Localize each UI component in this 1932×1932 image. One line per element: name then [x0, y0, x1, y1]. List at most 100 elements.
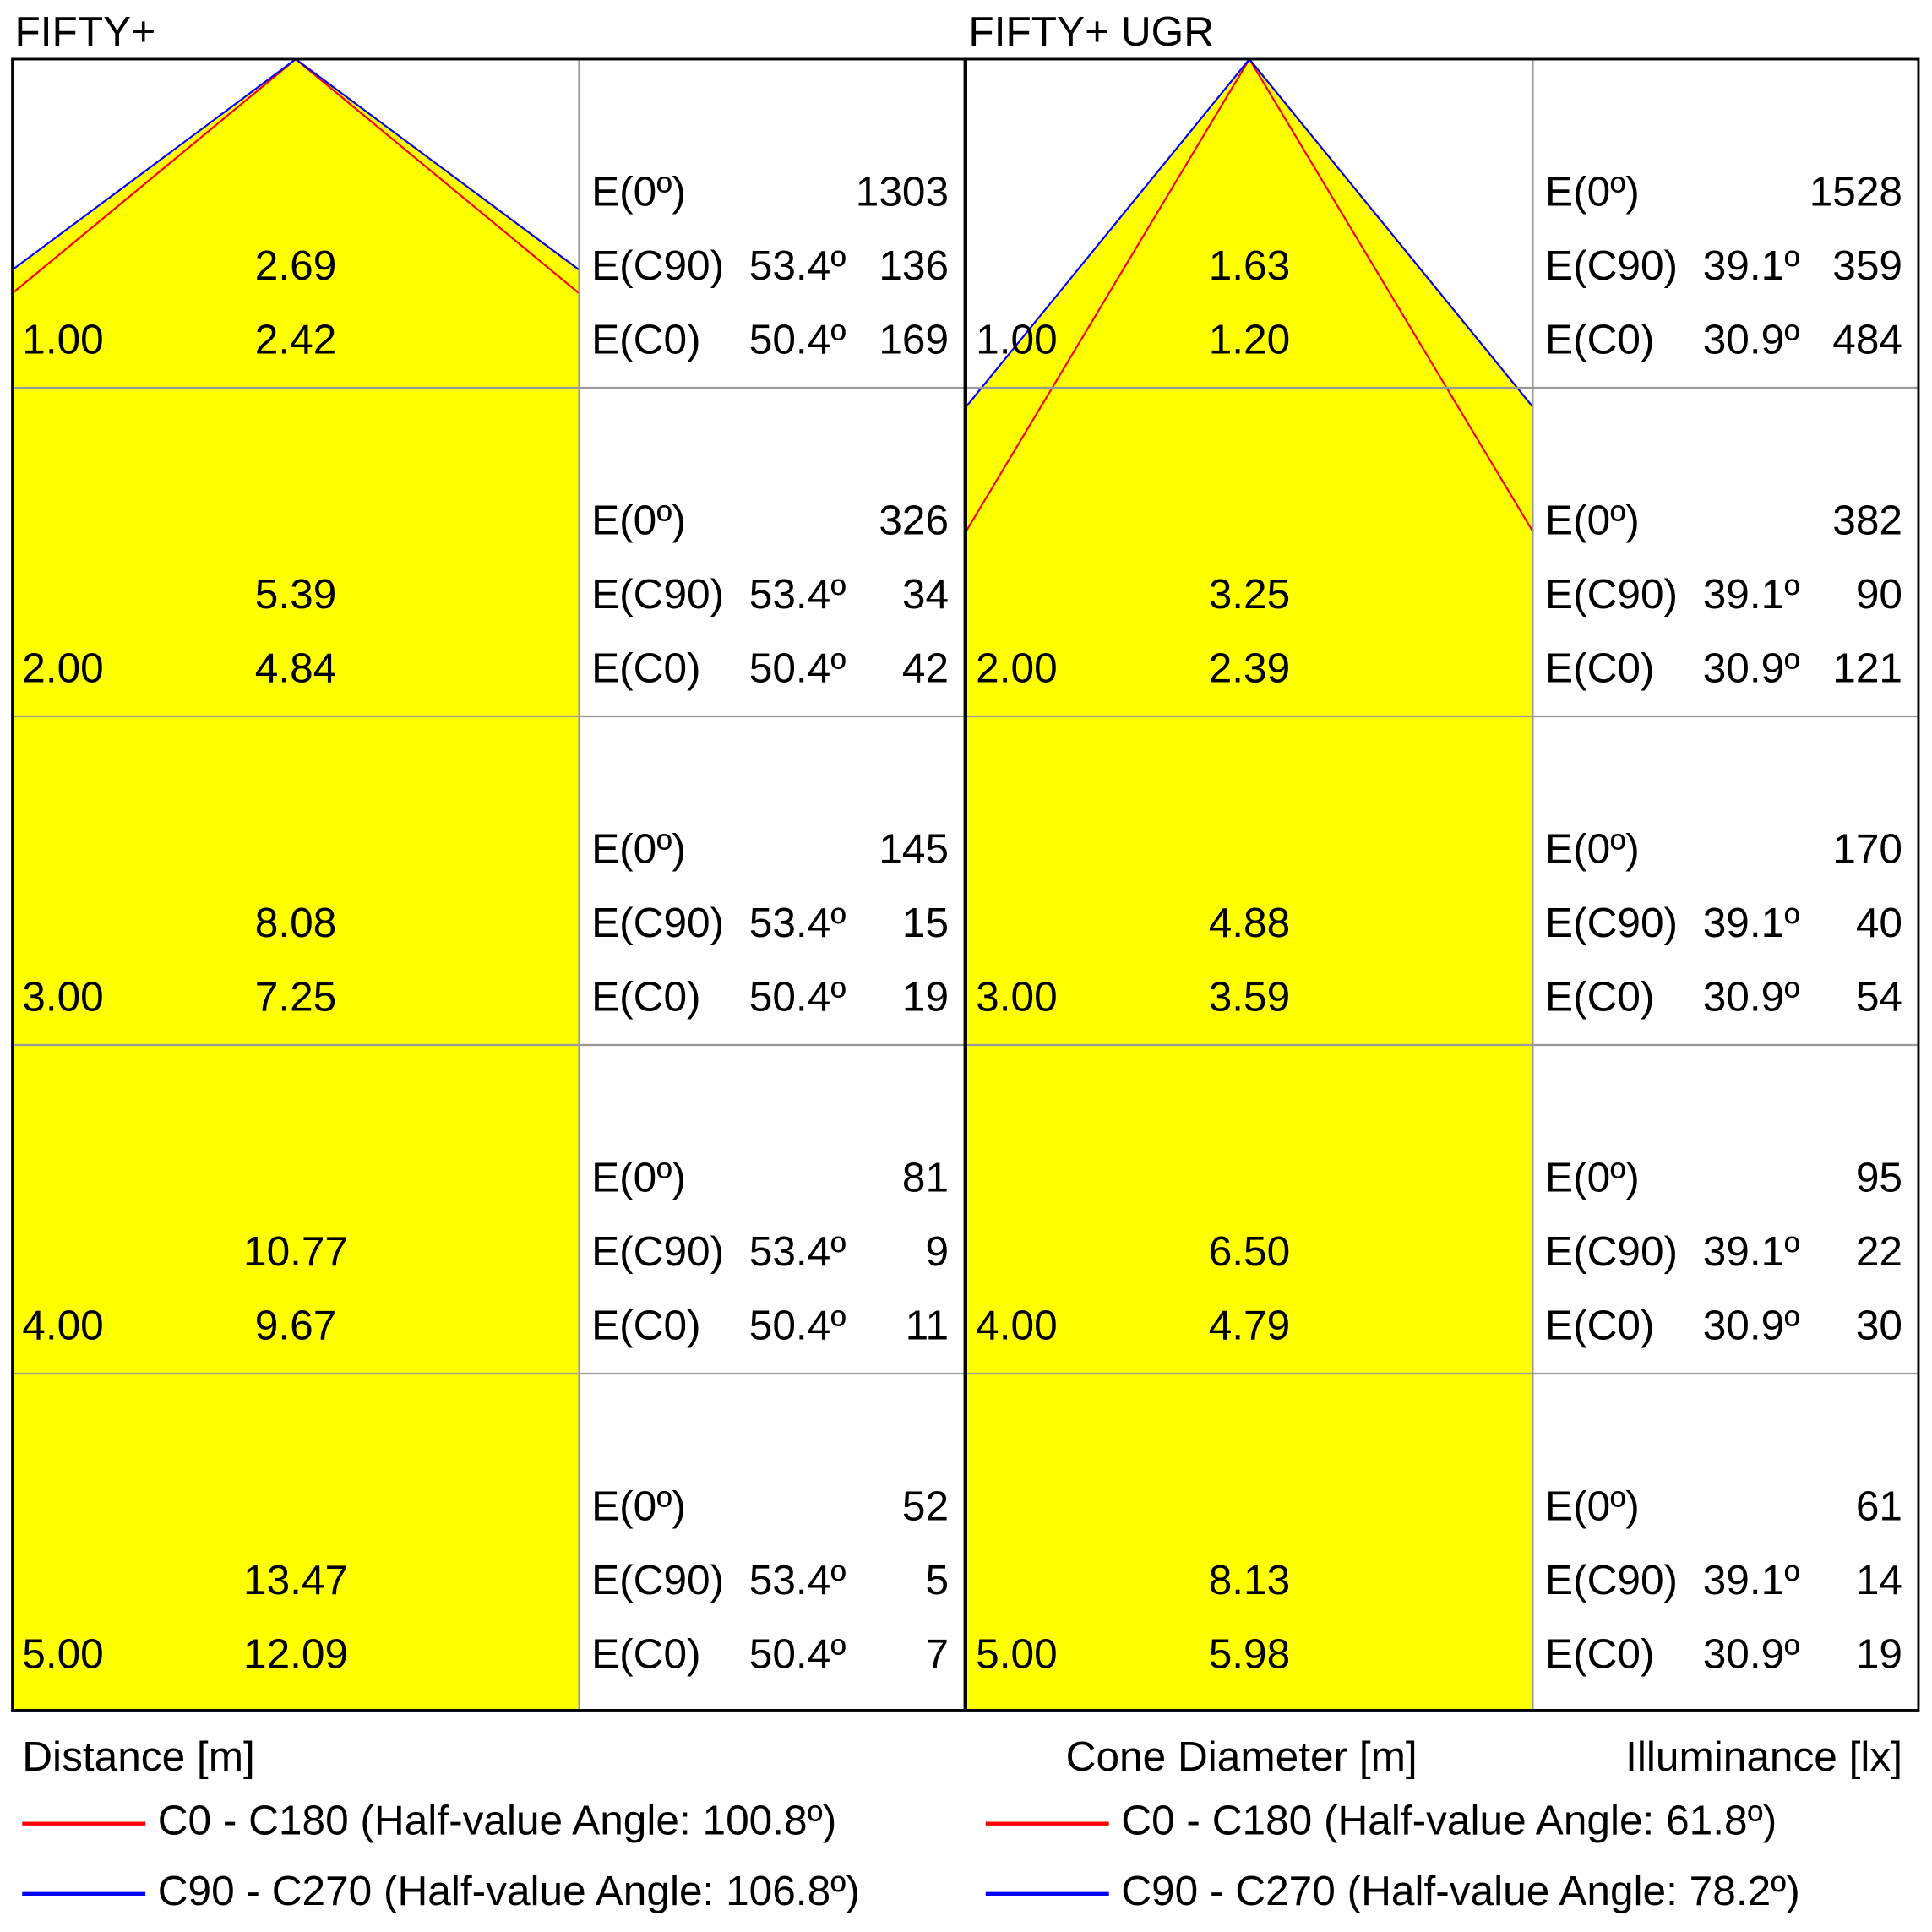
e-c90: 90 — [1856, 570, 1902, 618]
cone — [966, 59, 1533, 1711]
c90-angle: 39.1º — [1703, 1227, 1800, 1275]
c0-angle: 50.4º — [749, 645, 846, 692]
row-label: E(0º) — [591, 825, 686, 873]
c90-diameter: 13.47 — [243, 1556, 348, 1603]
c90-diameter: 6.50 — [1209, 1227, 1291, 1275]
c90-diameter: 8.13 — [1209, 1556, 1291, 1603]
footer-diameter: Cone Diameter [m] — [1066, 1733, 1418, 1780]
e-c90: 359 — [1832, 242, 1902, 289]
row-label: E(0º) — [1545, 168, 1640, 215]
row-label: E(C90) — [591, 1556, 724, 1603]
row-label: E(C90) — [1545, 899, 1678, 946]
distance: 2.00 — [22, 645, 104, 692]
c0-diameter: 1.20 — [1209, 316, 1291, 363]
e0: 145 — [879, 825, 949, 873]
legend-label: C90 - C270 (Half-value Angle: 78.2º) — [1121, 1867, 1800, 1914]
legend-label: C90 - C270 (Half-value Angle: 106.8º) — [158, 1867, 860, 1914]
distance: 1.00 — [22, 316, 104, 363]
row-label: E(C90) — [1545, 242, 1678, 289]
legend-label: C0 - C180 (Half-value Angle: 61.8º) — [1121, 1797, 1777, 1844]
c0-angle: 50.4º — [749, 1630, 846, 1678]
e0: 326 — [879, 497, 949, 544]
row-label: E(0º) — [591, 497, 686, 544]
c0-diameter: 9.67 — [255, 1302, 337, 1349]
row-label: E(C90) — [1545, 1556, 1678, 1603]
c90-angle: 39.1º — [1703, 570, 1800, 618]
e-c90: 14 — [1856, 1556, 1902, 1603]
row-label: E(C0) — [1545, 973, 1654, 1020]
c0-diameter: 7.25 — [255, 973, 337, 1020]
c90-diameter: 10.77 — [243, 1227, 348, 1275]
c90-diameter: 4.88 — [1209, 899, 1291, 946]
c0-diameter: 12.09 — [243, 1630, 348, 1678]
row-label: E(0º) — [1545, 497, 1640, 544]
e-c90: 22 — [1856, 1227, 1902, 1275]
row-label: E(0º) — [591, 1483, 686, 1530]
e0: 1528 — [1810, 168, 1902, 215]
e-c0: 121 — [1832, 645, 1902, 692]
row-label: E(C90) — [591, 899, 724, 946]
distance: 4.00 — [22, 1302, 104, 1349]
e-c90: 15 — [902, 899, 949, 946]
e-c90: 34 — [902, 570, 949, 618]
row-label: E(C0) — [1545, 1630, 1654, 1678]
distance: 5.00 — [22, 1630, 104, 1678]
c0-angle: 30.9º — [1703, 1302, 1800, 1349]
distance: 5.00 — [976, 1630, 1058, 1678]
c90-angle: 53.4º — [749, 570, 846, 618]
e0: 81 — [902, 1154, 949, 1201]
panel-title: FIFTY+ UGR — [968, 8, 1214, 55]
cone-fill — [12, 59, 580, 1711]
c90-angle: 53.4º — [749, 1227, 846, 1275]
e-c0: 19 — [1856, 1630, 1902, 1678]
row-label: E(0º) — [1545, 1483, 1640, 1530]
e0: 61 — [1856, 1483, 1902, 1530]
c90-angle: 53.4º — [749, 1556, 846, 1603]
c0-angle: 30.9º — [1703, 973, 1800, 1020]
c90-angle: 39.1º — [1703, 242, 1800, 289]
legend-label: C0 - C180 (Half-value Angle: 100.8º) — [158, 1797, 837, 1844]
c90-diameter: 1.63 — [1209, 242, 1291, 289]
c0-angle: 30.9º — [1703, 645, 1800, 692]
c90-angle: 53.4º — [749, 899, 846, 946]
c90-diameter: 2.69 — [255, 242, 337, 289]
row-label: E(C0) — [591, 1630, 700, 1678]
row-label: E(C0) — [1545, 645, 1654, 692]
distance: 2.00 — [976, 645, 1058, 692]
c0-angle: 30.9º — [1703, 316, 1800, 363]
row-label: E(C0) — [591, 316, 700, 363]
e-c90: 9 — [926, 1227, 950, 1275]
c0-angle: 50.4º — [749, 1302, 846, 1349]
e-c0: 11 — [906, 1302, 949, 1349]
footer-distance: Distance [m] — [22, 1733, 255, 1780]
row-label: E(C90) — [1545, 570, 1678, 618]
row-label: E(C90) — [1545, 1227, 1678, 1275]
row-label: E(0º) — [1545, 1154, 1640, 1201]
row-label: E(C90) — [591, 1227, 724, 1275]
e-c0: 7 — [926, 1630, 950, 1678]
e0: 382 — [1832, 497, 1902, 544]
e-c0: 169 — [879, 316, 949, 363]
e-c0: 484 — [1832, 316, 1902, 363]
row-label: E(C0) — [591, 645, 700, 692]
panel-border — [965, 57, 1920, 1712]
footer-illuminance: Illuminance [lx] — [1625, 1733, 1902, 1780]
e-c90: 5 — [926, 1556, 950, 1603]
c0-angle: 30.9º — [1703, 1630, 1800, 1678]
e-c0: 54 — [1856, 973, 1902, 1020]
row-label: E(0º) — [591, 1154, 686, 1201]
cone — [12, 59, 580, 1711]
e0: 170 — [1832, 825, 1902, 873]
row-label: E(C0) — [591, 973, 700, 1020]
distance: 4.00 — [976, 1302, 1058, 1349]
distance: 1.00 — [976, 316, 1058, 363]
row-label: E(C0) — [1545, 1302, 1654, 1349]
distance: 3.00 — [22, 973, 104, 1020]
c0-diameter: 5.98 — [1209, 1630, 1291, 1678]
e-c90: 40 — [1856, 899, 1902, 946]
e-c0: 30 — [1856, 1302, 1902, 1349]
row-label: E(C90) — [591, 570, 724, 618]
row-label: E(C90) — [591, 242, 724, 289]
